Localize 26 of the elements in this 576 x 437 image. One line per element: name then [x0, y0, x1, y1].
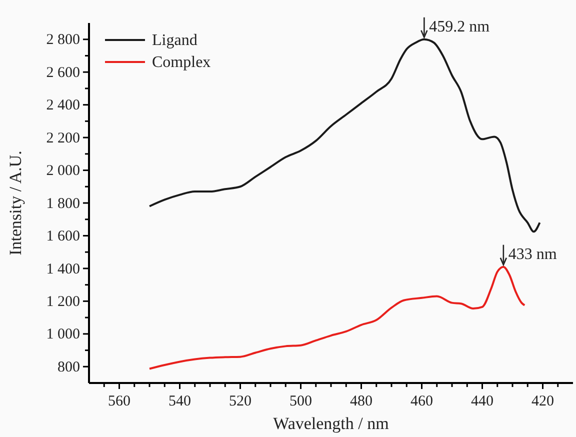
- y-axis-title: Intensity / A.U.: [6, 150, 25, 256]
- x-tick-label: 460: [410, 394, 433, 410]
- y-tick-label: 1 400: [46, 261, 80, 278]
- y-tick-label: 1 000: [46, 326, 80, 343]
- y-tick-label: 1 800: [46, 196, 80, 212]
- y-tick-label: 2 800: [46, 32, 80, 48]
- x-tick-label: 540: [168, 394, 191, 410]
- x-tick-label: 500: [290, 394, 312, 410]
- x-tick-label: 420: [532, 394, 554, 410]
- x-tick-label: 560: [108, 394, 130, 410]
- legend-label: Ligand: [152, 32, 198, 49]
- y-tick-label: 1 200: [46, 294, 80, 310]
- y-tick-label: 1 600: [46, 228, 80, 245]
- x-axis-title: Wavelength / nm: [273, 414, 389, 433]
- annotation: 433 nm: [508, 246, 558, 263]
- x-tick-label: 520: [229, 394, 252, 410]
- annotation: 459.2 nm: [429, 18, 490, 36]
- y-tick-label: 2 400: [46, 98, 80, 114]
- y-tick-label: 2 200: [46, 130, 80, 146]
- x-tick-label: 440: [471, 394, 494, 410]
- line-series: [148, 266, 526, 370]
- y-tick-label: 2 000: [46, 163, 80, 180]
- y-tick-label: 2 600: [46, 64, 80, 81]
- y-tick-label: 800: [58, 359, 80, 376]
- x-tick-label: 480: [350, 394, 372, 410]
- legend-label: Complex: [152, 54, 211, 71]
